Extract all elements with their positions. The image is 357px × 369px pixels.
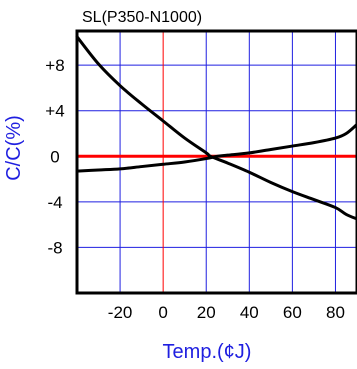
x-tick-label: 20 (197, 303, 216, 322)
x-tick-label: 0 (158, 303, 167, 322)
plot-frame (75, 29, 357, 295)
series-line-1 (75, 35, 357, 221)
x-tick-labels: -20 0 20 40 60 80 (108, 303, 345, 322)
x-axis-title: Temp.(¢J) (163, 341, 252, 363)
y-tick-label: +4 (45, 102, 64, 121)
x-tick-label: 40 (240, 303, 259, 322)
y-tick-label: -4 (47, 193, 62, 212)
grid (77, 31, 357, 293)
chart-title: SL(P350-N1000) (82, 9, 202, 26)
y-tick-label: -8 (47, 238, 62, 257)
x-tick-label: 80 (326, 303, 345, 322)
y-tick-label: 0 (50, 147, 59, 166)
zero-lines (77, 31, 357, 293)
x-tick-label: -20 (108, 303, 133, 322)
y-tick-labels: +8 +4 0 -4 -8 (45, 56, 64, 257)
x-tick-label: 60 (283, 303, 302, 322)
series-lines (75, 35, 357, 221)
y-tick-label: +8 (45, 56, 64, 75)
y-axis-title: C/C(%) (3, 115, 25, 181)
series-line-2 (75, 122, 357, 173)
